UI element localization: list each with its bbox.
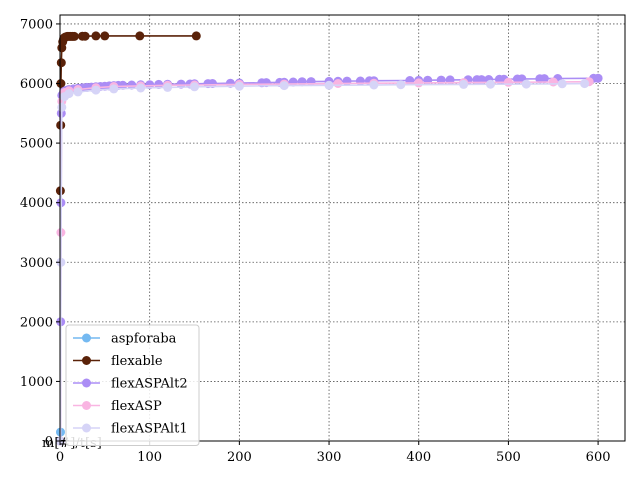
data-point xyxy=(69,31,79,41)
data-point xyxy=(73,87,83,97)
y-tick-label: 4000 xyxy=(20,196,53,211)
legend-marker xyxy=(82,356,91,365)
data-point xyxy=(225,78,235,88)
data-point xyxy=(548,77,558,87)
legend-marker xyxy=(82,378,91,388)
legend-item: flexable xyxy=(73,354,163,369)
data-point xyxy=(109,84,119,94)
data-point xyxy=(127,80,137,90)
data-point xyxy=(355,76,365,86)
x-tick-label: 200 xyxy=(227,450,252,465)
legend-marker xyxy=(82,423,91,433)
x-tick-label: 400 xyxy=(406,450,431,465)
data-point xyxy=(324,80,334,90)
legend-item: flexASP xyxy=(73,399,162,414)
legend-label: flexASPAlt2 xyxy=(111,377,188,392)
x-tick-label: 100 xyxy=(137,450,162,465)
data-point xyxy=(56,58,66,68)
legend-label: aspforaba xyxy=(111,332,177,347)
data-point xyxy=(136,83,146,93)
legend-label: flexASPAlt1 xyxy=(111,422,188,437)
data-point xyxy=(539,74,549,84)
series-flexable xyxy=(55,31,201,196)
x-tick-label: 0 xyxy=(56,450,64,465)
data-point xyxy=(333,79,343,88)
data-point xyxy=(279,81,289,91)
data-point xyxy=(118,80,128,90)
data-point xyxy=(190,82,199,92)
legend: aspforaba flexable flexASPAlt2 flexASP flexA… xyxy=(65,324,200,446)
series-flexASPAlt2 xyxy=(55,73,603,446)
y-tick-label: 1000 xyxy=(20,375,53,390)
legend-marker xyxy=(82,401,91,410)
legend-marker xyxy=(82,333,91,343)
plot-frame xyxy=(59,14,626,442)
y-tick-label: 0 xyxy=(45,435,53,450)
data-point xyxy=(593,73,603,83)
data-point xyxy=(57,102,67,112)
data-point xyxy=(580,79,590,89)
tick-layer: 0 100 200 300 400 500 600010002000300040005000… xyxy=(20,17,611,465)
x-tick-label: 600 xyxy=(586,450,611,465)
data-point xyxy=(135,31,145,41)
data-point xyxy=(396,80,406,90)
series-layer xyxy=(55,31,603,446)
data-point xyxy=(486,79,495,89)
data-point xyxy=(521,79,531,89)
data-point xyxy=(154,79,164,89)
data-point xyxy=(557,79,567,89)
data-point xyxy=(459,79,469,89)
legend-label: flexable xyxy=(111,354,163,369)
data-point xyxy=(100,31,110,41)
legend-label: flexASP xyxy=(111,399,162,414)
y-tick-label: 7000 xyxy=(20,17,53,32)
y-tick-label: 3000 xyxy=(20,256,53,271)
x-tick-label: 300 xyxy=(317,450,342,465)
data-point xyxy=(80,31,90,41)
legend-item: flexASPAlt1 xyxy=(73,422,188,437)
legend-box xyxy=(65,324,200,446)
data-point xyxy=(369,80,379,90)
y-tick-label: 6000 xyxy=(20,77,53,92)
data-point xyxy=(163,82,173,92)
data-point xyxy=(91,31,101,41)
y-tick-label: 5000 xyxy=(20,137,53,152)
data-point xyxy=(56,257,66,267)
data-point xyxy=(191,31,201,41)
legend-item: flexASPAlt2 xyxy=(73,377,188,392)
data-point xyxy=(503,77,513,87)
legend-item: aspforaba xyxy=(73,332,177,347)
x-tick-label: 500 xyxy=(496,450,521,465)
data-point xyxy=(91,85,101,95)
data-point xyxy=(64,89,74,99)
data-point xyxy=(234,81,244,91)
data-point xyxy=(56,79,66,88)
data-point xyxy=(414,78,424,88)
y-tick-label: 2000 xyxy=(20,315,53,330)
series-flexASPAlt1 xyxy=(55,79,590,446)
